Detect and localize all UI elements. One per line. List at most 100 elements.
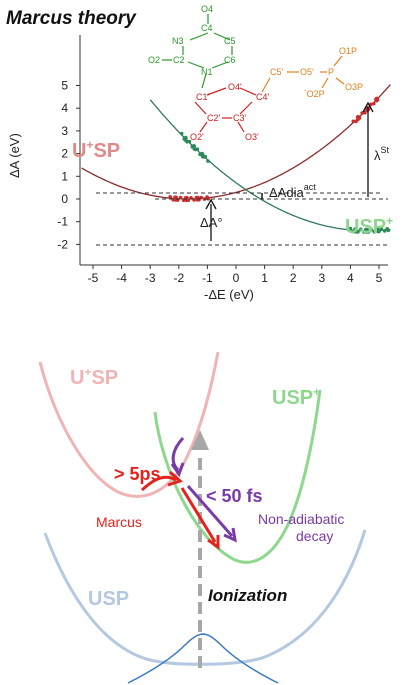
u-plus-sp-point	[174, 195, 178, 200]
usp-plus-point	[187, 139, 192, 144]
x-tick-label: 5	[376, 271, 383, 285]
atom-c6: C6	[224, 55, 236, 65]
usp-plus-point	[382, 229, 387, 233]
nonadiabatic-arrowhead-1	[170, 462, 185, 478]
lambda-label: λSt	[374, 145, 390, 163]
u-plus-sp-curve	[81, 84, 391, 200]
marcus-arrowhead-1	[167, 470, 183, 487]
usp-plus-point	[206, 159, 210, 163]
u-plus-sp-point	[351, 119, 356, 124]
atom-n1: N1	[201, 67, 213, 77]
uracil-bonds	[162, 14, 233, 89]
x-tick-label: 2	[290, 271, 297, 285]
x-tick-label: -3	[145, 271, 156, 285]
x-tick-label: -1	[202, 271, 213, 285]
atom-o3p-phos: O3P	[345, 82, 363, 92]
y-tick-label: 4	[61, 101, 68, 115]
usp-ground-curve	[43, 529, 367, 666]
usp-plus-point	[386, 228, 391, 233]
fast-time-label: < 50 fs	[206, 486, 263, 506]
usp-plus-sample-points	[179, 131, 391, 234]
usp-plus-point	[184, 136, 188, 140]
usp-plus-point	[348, 226, 353, 231]
atom-o4: O4	[201, 4, 213, 14]
delta-a0-arrowhead	[205, 198, 217, 210]
y-axis-label: ΔA (eV)	[7, 133, 22, 178]
usp-plus-point	[354, 227, 359, 231]
x-axis-label: -ΔE (eV)	[204, 287, 254, 302]
nonadiabatic-label-line1: Non-adiabatic	[258, 511, 344, 527]
atom-n3: N3	[172, 36, 184, 46]
y-ticks: 5 4 3 2 1 0 -1 -2	[57, 79, 80, 251]
u-plus-sp-point	[186, 198, 191, 202]
phosphate-bonds	[261, 55, 345, 93]
atom-p: P	[328, 67, 334, 77]
usp-plus-point	[369, 227, 373, 232]
u-plus-sp-point	[168, 195, 172, 199]
atom-c5p: C5'	[270, 67, 284, 77]
usp-plus-point	[359, 227, 363, 232]
usp-plus-point	[379, 227, 384, 231]
atom-o1p: O1P	[339, 46, 357, 56]
usp-plus-point	[200, 152, 205, 156]
usp-plus-point	[203, 154, 208, 159]
atom-o2p-phos: -O2P	[304, 86, 325, 99]
u-plus-sp-point	[363, 111, 367, 115]
delta-a0-label: ΔA°	[200, 215, 223, 230]
usp-plus-point	[179, 131, 184, 136]
y-tick-label: 0	[61, 192, 68, 206]
u-plus-sp-schematic-curve	[38, 351, 220, 498]
atom-o5p: O5'	[300, 67, 314, 77]
usp-plus-curve	[149, 99, 391, 232]
usp-plus-schematic-curve	[153, 389, 322, 564]
uridine-phosphate-molecule: O4 C4 N3 C5 C2 C6 O2 N1 C1' O4' C4' C2' …	[148, 4, 363, 142]
x-tick-label: 1	[261, 271, 268, 285]
ionization-arrowhead	[191, 430, 209, 450]
atom-c4p: C4'	[256, 92, 270, 102]
adia-label: ΔAdiaact	[269, 182, 316, 200]
marcus-time-label: > 5ps	[114, 464, 161, 484]
usp-plus-point	[195, 147, 200, 151]
ionization-label: Ionization	[208, 586, 287, 605]
marcus-arrowhead-2	[207, 535, 220, 550]
schematic-usp-plus-label: USP+	[272, 385, 320, 409]
nonadiabatic-label-line2: decay	[296, 528, 333, 544]
usp-plus-point	[366, 230, 371, 234]
u-plus-sp-state-label: U+SP	[72, 138, 120, 162]
marcus-arrow-curve	[140, 475, 177, 492]
ground-state-wavepacket	[127, 633, 279, 684]
y-tick-label: 3	[61, 124, 68, 138]
plot-area: 5 4 3 2 1 0 -1 -2 -5 -4 -3 -2 -1 0 1 2 3 4 5 ΔA (eV) -ΔE …	[7, 35, 388, 302]
marcus-descent-arrow	[180, 487, 217, 543]
u-plus-sp-point	[206, 196, 211, 201]
lambda-arrowhead	[362, 101, 374, 113]
u-plus-sp-point	[199, 195, 204, 200]
atom-o3p: O3'	[245, 132, 259, 142]
x-tick-label: 0	[233, 271, 240, 285]
x-tick-label: 3	[318, 271, 325, 285]
atom-c5: C5	[224, 36, 236, 46]
u-plus-sp-point	[372, 101, 376, 106]
marcus-label: Marcus	[96, 514, 142, 530]
y-tick-label: 1	[61, 169, 68, 183]
y-tick-label: 2	[61, 147, 68, 161]
u-plus-sp-point	[369, 102, 373, 107]
usp-plus-point	[192, 144, 196, 148]
x-tick-label: -4	[116, 271, 127, 285]
u-plus-sp-point	[360, 111, 364, 115]
usp-plus-point	[372, 230, 377, 234]
x-tick-label: -5	[88, 271, 99, 285]
panel-title: Marcus theory	[6, 8, 137, 29]
y-tick-label: 5	[61, 79, 68, 93]
x-tick-label: -2	[173, 271, 184, 285]
atom-c2: C2	[173, 55, 185, 65]
u-plus-sp-point	[357, 116, 362, 120]
usp-plus-point	[377, 229, 381, 234]
atom-c4: C4	[201, 23, 213, 33]
x-ticks: -5 -4 -3 -2 -1 0 1 2 3 4 5	[88, 265, 383, 285]
atom-c2p: C2'	[207, 113, 221, 123]
y-tick-label: -2	[57, 237, 68, 251]
atom-o4p: O4'	[228, 82, 242, 92]
usp-plus-point	[362, 230, 366, 234]
